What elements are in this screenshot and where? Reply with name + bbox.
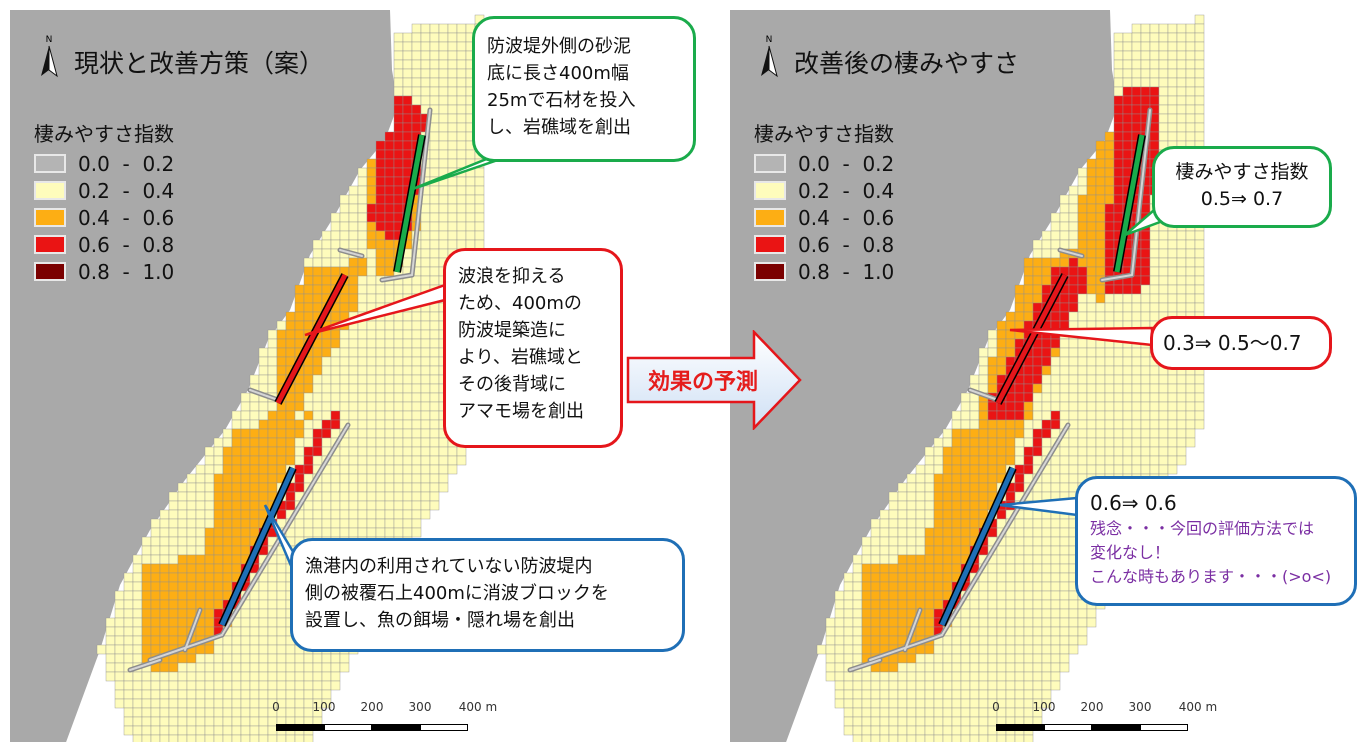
legend: 0.0 - 0.2 0.2 - 0.4 0.4 - 0.6 0.6 - 0.8 …	[754, 150, 894, 285]
legend-swatch	[754, 235, 786, 254]
legend-title: 棲みやすさ指数	[34, 122, 174, 146]
scale-tick: 0	[272, 700, 280, 714]
legend-swatch	[754, 181, 786, 200]
prediction-arrow: 効果の予測	[626, 328, 804, 432]
callout-value: 0.6⇒ 0.6	[1090, 491, 1177, 515]
scale-tick: 200	[1080, 700, 1104, 714]
callout-line: 0.5⇒ 0.7	[1200, 188, 1284, 210]
legend-label: 0.6 - 0.8	[798, 232, 895, 257]
callout-line: より、岩礁域と	[458, 347, 583, 368]
callout-line: 25mで石材を投入	[487, 90, 636, 111]
scale-tick: 0	[992, 700, 1000, 714]
legend-item: 0.6 - 0.8	[34, 231, 174, 258]
callout-green-seawall-outer: 防波堤外側の砂泥 底に長さ400m幅 25mで石材を投入 し、岩礁域を創出	[472, 16, 696, 162]
right-arrow-icon	[626, 328, 802, 432]
legend-swatch	[34, 208, 66, 227]
north-arrow-icon: N	[761, 35, 778, 78]
legend-label: 0.8 - 1.0	[78, 259, 175, 284]
legend-item: 0.6 - 0.8	[754, 231, 894, 258]
legend-item: 0.2 - 0.4	[754, 177, 894, 204]
arrow-label: 効果の予測	[648, 370, 759, 395]
callout-note: こんな時もあります・・・(>o<)	[1090, 567, 1332, 586]
legend-label: 0.0 - 0.2	[798, 151, 895, 176]
callout-line: 防波堤築造に	[458, 320, 566, 341]
scale-tick: 100	[312, 700, 336, 714]
callout-line: し、岩礁域を創出	[487, 117, 631, 138]
callout-line: 底に長さ400m幅	[487, 63, 629, 84]
callout-line: アマモ場を創出	[458, 401, 584, 422]
legend-item: 0.0 - 0.2	[34, 150, 174, 177]
legend-swatch	[754, 154, 786, 173]
legend-label: 0.4 - 0.6	[798, 205, 895, 230]
scale-tick: 300	[408, 700, 432, 714]
map-panel-improved: N 改善後の棲みやすさ 棲みやすさ指数 0.0 - 0.2 0.2 - 0.4 …	[730, 10, 1359, 742]
legend-swatch	[34, 262, 66, 281]
legend-label: 0.2 - 0.4	[798, 178, 895, 203]
legend: 0.0 - 0.2 0.2 - 0.4 0.4 - 0.6 0.6 - 0.8 …	[34, 150, 174, 285]
scale-bar: 0 100 200 300 400 m	[986, 700, 1226, 742]
callout-blue-result: 0.6⇒ 0.6 残念・・・今回の評価方法では 変化なし！ こんな時もあります・…	[1075, 476, 1357, 606]
callout-note: 残念・・・今回の評価方法では	[1090, 519, 1315, 538]
scale-tick: 400 m	[458, 700, 498, 714]
legend-swatch	[34, 235, 66, 254]
legend-swatch	[754, 208, 786, 227]
legend-label: 0.4 - 0.6	[78, 205, 175, 230]
legend-label: 0.2 - 0.4	[78, 178, 175, 203]
scale-bar: 0 100 200 300 400 m	[266, 700, 506, 742]
callout-line: 棲みやすさ指数	[1175, 161, 1309, 183]
legend-item: 0.8 - 1.0	[754, 258, 894, 285]
scale-tick: 300	[1128, 700, 1152, 714]
callout-line: 0.3⇒ 0.5〜0.7	[1163, 331, 1302, 355]
scale-tick: 400 m	[1178, 700, 1218, 714]
legend-item: 0.2 - 0.4	[34, 177, 174, 204]
callout-red-result: 0.3⇒ 0.5〜0.7	[1150, 316, 1332, 370]
legend-swatch	[754, 262, 786, 281]
legend-label: 0.0 - 0.2	[78, 151, 175, 176]
legend-item: 0.8 - 1.0	[34, 258, 174, 285]
callout-line: 防波堤外側の砂泥	[487, 36, 631, 57]
callout-line: 設置し、魚の餌場・隠れ場を創出	[305, 610, 575, 631]
callout-line: 側の被覆石上400mに消波ブロックを	[305, 583, 609, 604]
callout-line: 波浪を抑える	[458, 266, 566, 287]
callout-blue-wave-blocks: 漁港内の利用されていない防波堤内 側の被覆石上400mに消波ブロックを 設置し、…	[290, 538, 685, 652]
callout-red-new-breakwater: 波浪を抑える ため、400mの 防波堤築造に より、岩礁域と その後背域に アマ…	[443, 248, 623, 448]
panel-title: 改善後の棲みやすさ	[794, 49, 1020, 78]
svg-text:N: N	[46, 35, 53, 45]
callout-line: 漁港内の利用されていない防波堤内	[305, 556, 593, 577]
legend-title: 棲みやすさ指数	[754, 122, 894, 146]
legend-label: 0.8 - 1.0	[798, 259, 895, 284]
legend-item: 0.0 - 0.2	[754, 150, 894, 177]
callout-note: 変化なし！	[1090, 543, 1171, 562]
legend-swatch	[34, 154, 66, 173]
legend-swatch	[34, 181, 66, 200]
legend-item: 0.4 - 0.6	[34, 204, 174, 231]
scale-tick: 200	[360, 700, 384, 714]
callout-line: ため、400mの	[458, 293, 582, 314]
legend-label: 0.6 - 0.8	[78, 232, 175, 257]
callout-green-result: 棲みやすさ指数 0.5⇒ 0.7	[1152, 146, 1332, 228]
north-arrow-icon: N	[41, 35, 58, 78]
legend-item: 0.4 - 0.6	[754, 204, 894, 231]
svg-text:N: N	[766, 35, 773, 45]
callout-line: その後背域に	[458, 374, 566, 395]
scale-tick: 100	[1032, 700, 1056, 714]
panel-title: 現状と改善方策（案）	[74, 49, 325, 78]
